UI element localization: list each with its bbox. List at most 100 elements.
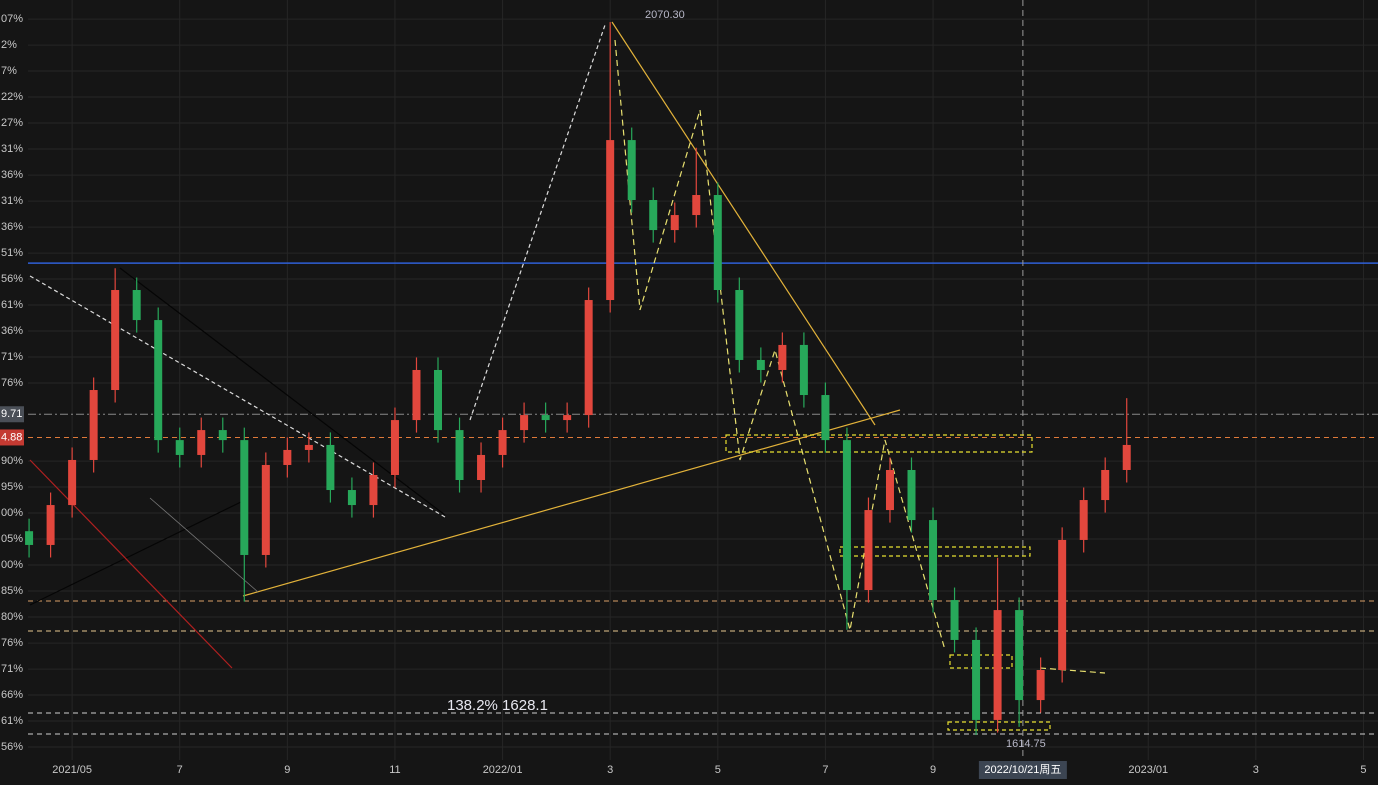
candle-body	[584, 300, 593, 416]
price-tag	[0, 429, 24, 446]
y-tick-label: 56%	[1, 741, 23, 753]
y-tick-label: 00%	[1, 507, 23, 519]
price-tag	[0, 406, 24, 423]
y-tick-label: 31%	[1, 195, 23, 207]
y-tick-label: 71%	[1, 663, 23, 675]
zone-box	[947, 721, 1051, 731]
y-tick-label: 76%	[1, 637, 23, 649]
candle-body	[541, 415, 550, 421]
candle-body	[972, 639, 981, 720]
candle-body	[197, 430, 206, 455]
candle-body	[68, 459, 77, 506]
zone-box	[725, 434, 1033, 453]
candle-body	[240, 440, 249, 555]
candle-body	[627, 140, 636, 201]
candle-body	[175, 440, 184, 455]
candle-body	[283, 449, 292, 465]
y-tick-label: 05%	[1, 533, 23, 545]
crosshair-tag	[978, 761, 1067, 779]
y-tick-label: 85%	[1, 585, 23, 597]
y-tick-label: 71%	[1, 351, 23, 363]
trend-line	[119, 267, 446, 516]
x-tick-label: 2021/05	[52, 764, 92, 776]
candle-body	[390, 420, 399, 475]
trend-line	[242, 409, 901, 597]
candle-body	[649, 200, 658, 231]
candles	[25, 22, 1131, 736]
x-tick-label: 2023/01	[1128, 764, 1168, 776]
y-tick-label: 90%	[1, 455, 23, 467]
price-lines	[28, 0, 1378, 760]
candle-body	[1036, 670, 1045, 701]
candle-body	[455, 430, 464, 481]
price-tag-label: 4.88	[1, 431, 22, 443]
price-tag-label: 9.71	[1, 408, 22, 420]
candle-body	[111, 290, 120, 391]
candle-body	[950, 600, 959, 640]
candle-body	[606, 140, 615, 301]
trend-line	[149, 497, 259, 593]
y-tick-label: 07%	[1, 13, 23, 25]
candle-body	[434, 369, 443, 431]
y-tick-label: 61%	[1, 299, 23, 311]
y-tick-label: 95%	[1, 481, 23, 493]
candle-body	[713, 195, 722, 291]
x-tick-label: 3	[607, 764, 613, 776]
low-label: 1614.75	[1006, 738, 1046, 750]
x-tick-label: 7	[822, 764, 828, 776]
crosshair-label: 2022/10/21周五	[984, 763, 1061, 776]
trend-line	[29, 459, 233, 669]
y-tick-label: 56%	[1, 273, 23, 285]
candle-body	[864, 510, 873, 591]
candle-body	[218, 430, 227, 441]
y-tick-label: 2%	[1, 39, 17, 51]
candle-body	[326, 444, 335, 491]
x-tick-label: 9	[930, 764, 936, 776]
candle-body	[821, 395, 830, 441]
candle-body	[1122, 444, 1131, 470]
fib-label: 138.2% 1628.1	[447, 697, 548, 714]
y-tick-label: 22%	[1, 91, 23, 103]
x-tick-label: 11	[389, 764, 400, 776]
candle-body	[261, 464, 270, 555]
candle-body	[756, 359, 765, 370]
y-tick-label: 80%	[1, 611, 23, 623]
candle-body	[842, 440, 851, 591]
y-tick-label: 36%	[1, 169, 23, 181]
zone-box	[949, 654, 1013, 669]
candle-body	[1079, 500, 1088, 540]
x-tick-label: 2022/01	[483, 764, 523, 776]
x-tick-label: 5	[1360, 764, 1366, 776]
candle-body	[25, 531, 34, 545]
candle-body	[885, 469, 894, 511]
x-tick-label: 5	[715, 764, 721, 776]
labels: 2070.30 1614.75 138.2% 1628.1 07% 2% 7% 22%…	[0, 9, 1367, 779]
candle-body	[1058, 539, 1067, 671]
candle-body	[1015, 610, 1024, 701]
trend-line	[611, 21, 876, 426]
candle-body	[369, 475, 378, 506]
trend-line	[29, 499, 246, 606]
x-tick-label: 3	[1253, 764, 1259, 776]
y-tick-label: 31%	[1, 143, 23, 155]
y-tick-label: 61%	[1, 715, 23, 727]
y-tick-label: 27%	[1, 117, 23, 129]
candle-body	[498, 430, 507, 455]
candle-body	[412, 369, 421, 421]
candle-body	[1101, 469, 1110, 501]
x-tick-label: 9	[284, 764, 290, 776]
candle-body	[520, 415, 529, 431]
grid	[28, 0, 1378, 760]
candle-body	[89, 390, 98, 460]
candle-body	[347, 490, 356, 506]
candle-body	[46, 505, 55, 545]
y-tick-label: 51%	[1, 247, 23, 259]
candle-body	[735, 290, 744, 360]
y-tick-label: 7%	[1, 65, 17, 77]
peak-label: 2070.30	[645, 9, 685, 21]
candle-body	[477, 454, 486, 481]
candle-body	[907, 469, 916, 521]
